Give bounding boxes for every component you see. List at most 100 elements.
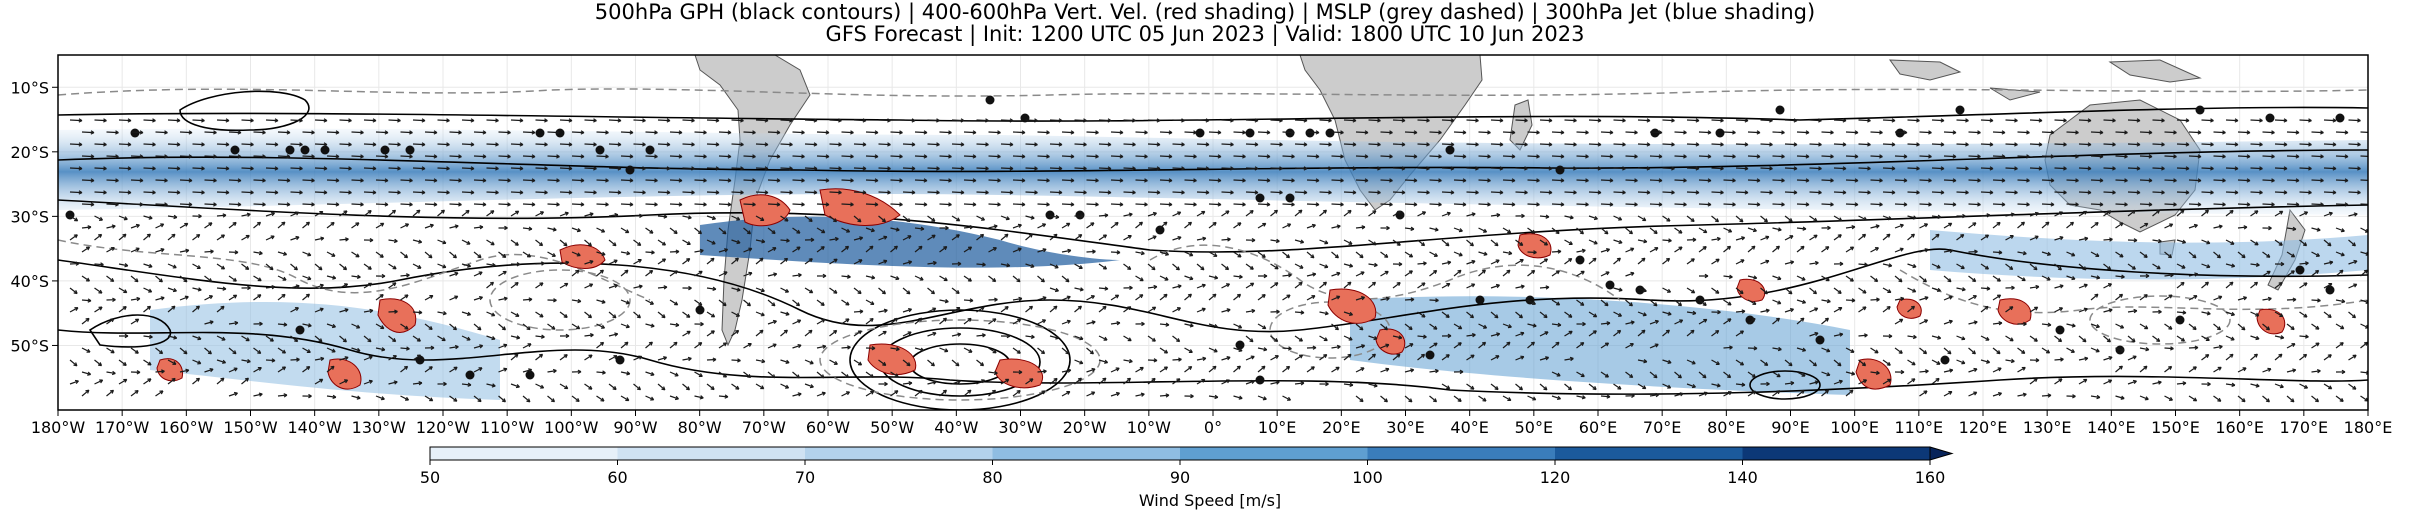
wind-arrow (1282, 154, 1295, 159)
wind-arrow (1674, 130, 1687, 135)
wind-arrow (2017, 202, 2030, 207)
wind-arrow (2335, 178, 2349, 183)
pressure-dot (1745, 315, 1755, 325)
wind-arrow (216, 234, 225, 241)
wind-arrow (596, 370, 606, 375)
wind-arrow (804, 190, 818, 195)
wind-arrow (1858, 215, 1868, 221)
wind-arrow (1833, 261, 1844, 267)
wind-arrow (204, 154, 217, 159)
wind-arrow (1674, 154, 1687, 159)
colorbar-tick-label: 120 (1540, 468, 1571, 487)
wind-arrow (976, 379, 986, 385)
wind-arrow (1110, 391, 1120, 397)
wind-arrow (865, 390, 875, 397)
wind-arrow (804, 142, 818, 147)
wind-arrow (1980, 118, 1994, 123)
wind-arrow (951, 287, 960, 295)
colorbar-segment (617, 447, 806, 460)
wind-arrow (1221, 210, 1230, 217)
wind-arrow (363, 209, 372, 217)
wind-arrow (2041, 178, 2055, 183)
wind-arrow (1012, 247, 1022, 253)
wind-arrow (1870, 297, 1880, 302)
wind-arrow (2017, 178, 2030, 183)
wind-arrow (1061, 319, 1071, 325)
pressure-dot (535, 128, 545, 138)
wind-arrow (1417, 166, 1430, 171)
wind-arrow (559, 239, 568, 247)
x-tick-label: 160°E (2215, 418, 2264, 437)
wind-arrow (633, 311, 641, 319)
wind-arrow (2213, 224, 2223, 229)
wind-arrow (106, 347, 115, 354)
wind-arrow (829, 258, 838, 265)
wind-arrow (1821, 275, 1830, 282)
wind-arrow (1233, 365, 1241, 373)
wind-arrow (1919, 130, 1932, 135)
wind-arrow (192, 142, 205, 147)
wind-arrow (1061, 248, 1072, 254)
wind-arrow (816, 178, 830, 183)
wind-arrow (1870, 224, 1880, 229)
wind-arrow (1061, 202, 1075, 207)
wind-arrow (1588, 190, 1602, 195)
wind-arrow (1135, 221, 1143, 229)
wind-arrow (2373, 333, 2382, 336)
wind-arrow (2286, 368, 2297, 373)
wind-arrow (2139, 365, 2148, 373)
wind-arrow (2152, 309, 2162, 315)
wind-arrow (657, 356, 668, 361)
wind-arrow (2385, 203, 2397, 206)
x-tick-label: 100°W (544, 418, 599, 437)
wind-arrow (1368, 166, 1381, 171)
wind-arrow (1331, 224, 1341, 229)
wind-arrow (1331, 202, 1344, 207)
wind-arrow (1821, 178, 1834, 183)
wind-arrow (1061, 347, 1070, 355)
wind-arrow (400, 154, 413, 159)
wind-arrow (963, 246, 973, 253)
wind-arrow (424, 395, 434, 402)
wind-arrow (816, 202, 830, 207)
wind-arrow (951, 261, 962, 266)
wind-arrow (2164, 223, 2174, 229)
wind-arrow (1527, 202, 1540, 207)
wind-arrow (939, 317, 947, 325)
wind-arrow (890, 130, 903, 135)
wind-arrow (1049, 233, 1058, 241)
colorbar-tick-label: 160 (1915, 468, 1946, 487)
wind-arrow (2017, 130, 2030, 135)
wind-arrow (1956, 234, 1965, 241)
wind-arrow (1294, 118, 1308, 123)
wind-arrow (375, 347, 386, 352)
wind-arrow (865, 227, 875, 233)
wind-arrow (939, 154, 952, 159)
wind-arrow (1368, 210, 1377, 217)
wind-arrow (1539, 166, 1553, 171)
wind-arrow (1564, 257, 1573, 265)
wind-arrow (1539, 142, 1553, 147)
wind-arrow (988, 297, 998, 302)
wind-arrow (1392, 353, 1401, 361)
wind-arrow (792, 227, 801, 234)
wind-arrow (1343, 118, 1357, 123)
wind-arrow (1907, 334, 1917, 340)
wind-arrow (81, 225, 92, 230)
wind-arrow (902, 308, 913, 313)
wind-arrow (2262, 202, 2275, 207)
wind-arrow (755, 215, 765, 222)
wind-arrow (1233, 222, 1242, 229)
wind-arrow (1037, 347, 1046, 355)
wind-arrow (118, 142, 132, 147)
wind-arrow (1490, 311, 1499, 319)
wind-arrow (1306, 130, 1320, 135)
wind-arrow (682, 142, 695, 147)
wind-arrow (1992, 321, 2003, 326)
wind-arrow (449, 271, 459, 277)
wind-arrow (1123, 190, 1136, 195)
wind-arrow (437, 239, 447, 245)
wind-arrow (853, 236, 864, 241)
wind-arrow (1760, 287, 1768, 295)
wind-arrow (584, 118, 597, 123)
